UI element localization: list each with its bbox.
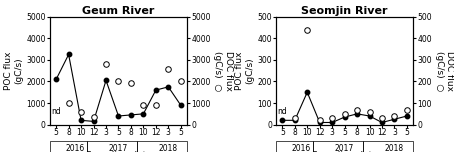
Text: nd: nd: [51, 107, 61, 116]
Y-axis label: POC flux
(gC/s): POC flux (gC/s): [235, 51, 255, 90]
Bar: [363, 141, 413, 152]
Text: 2016: 2016: [291, 144, 311, 152]
Text: 2018: 2018: [159, 144, 178, 152]
Bar: [87, 141, 137, 152]
Text: 2016: 2016: [65, 144, 84, 152]
Y-axis label: POC flux
(gC/s): POC flux (gC/s): [4, 51, 24, 90]
Text: 2018: 2018: [385, 144, 404, 152]
Y-axis label: DOC flux
(gC/s)  ○: DOC flux (gC/s) ○: [435, 51, 454, 91]
Bar: [137, 141, 187, 152]
X-axis label: Sampling date: Sampling date: [312, 151, 378, 152]
Bar: [313, 141, 363, 152]
Text: nd: nd: [277, 107, 287, 116]
Y-axis label: DOC flux
(gC/s)  ○: DOC flux (gC/s) ○: [213, 51, 233, 91]
X-axis label: Sampling date: Sampling date: [85, 151, 151, 152]
Title: Geum River: Geum River: [82, 6, 155, 16]
Bar: [50, 141, 87, 152]
Title: Seomjin River: Seomjin River: [301, 6, 388, 16]
Bar: [276, 141, 313, 152]
Text: 2017: 2017: [335, 144, 354, 152]
Text: 2017: 2017: [109, 144, 128, 152]
